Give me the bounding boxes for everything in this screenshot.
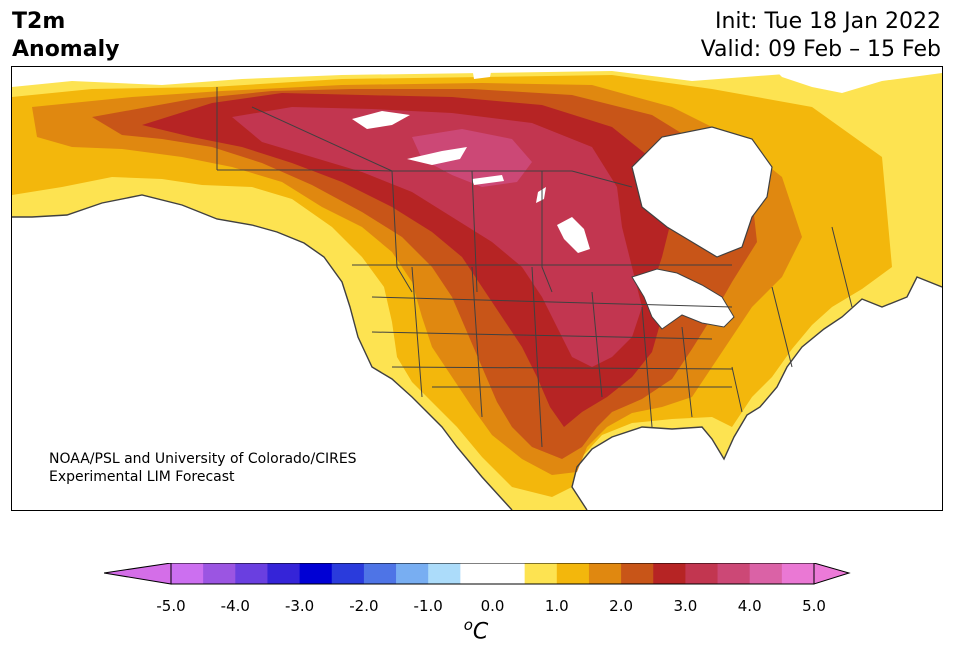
colorbar-bin bbox=[203, 563, 236, 584]
unit-superscript: o bbox=[463, 616, 473, 634]
coastline bbox=[12, 194, 942, 510]
colorbar-bin bbox=[556, 563, 590, 584]
unit-base: C bbox=[472, 619, 489, 645]
colorbar-bin bbox=[235, 563, 268, 584]
anomaly-band-4-0 bbox=[412, 129, 532, 187]
colorbar-tick-label: 1.0 bbox=[544, 597, 569, 615]
colorbar-frame bbox=[170, 563, 815, 585]
map-title-line1: T2m bbox=[12, 9, 66, 34]
colorbar bbox=[104, 563, 851, 585]
colorbar-tick-label: 2.0 bbox=[609, 597, 634, 615]
colorbar-tick-label: -2.0 bbox=[349, 597, 379, 615]
colorbar-bin bbox=[299, 563, 333, 584]
colorbar-over-arrow bbox=[813, 563, 851, 585]
colorbar-tick-label: 4.0 bbox=[737, 597, 762, 615]
great-lakes bbox=[631, 268, 735, 330]
colorbar-bin bbox=[460, 563, 493, 584]
colorbar-bin bbox=[363, 563, 397, 584]
colorbar-bin bbox=[396, 563, 429, 584]
lake-winnipeg bbox=[557, 217, 590, 253]
boundaries bbox=[216, 87, 853, 448]
colorbar-tick-label: -3.0 bbox=[284, 597, 315, 615]
colorbar-bin bbox=[524, 563, 558, 584]
anomaly-map bbox=[12, 67, 942, 510]
credit-line2: Experimental LIM Forecast bbox=[49, 469, 235, 485]
hudson-bay bbox=[631, 126, 773, 258]
colorbar-bin bbox=[171, 563, 204, 584]
map-panel bbox=[11, 66, 943, 511]
colorbar-bin bbox=[749, 563, 783, 584]
colorbar-bin bbox=[621, 563, 654, 584]
colorbar-bin bbox=[588, 563, 622, 584]
colorbar-under-arrow bbox=[104, 563, 172, 585]
colorbar-tick-label: -4.0 bbox=[220, 597, 250, 615]
map-title: T2m Anomaly bbox=[12, 8, 119, 64]
colorbar-bin bbox=[492, 563, 526, 584]
colorbar-tick-label: -5.0 bbox=[156, 597, 186, 615]
colorbar-unit: oC bbox=[464, 616, 489, 644]
reindeer-lake bbox=[472, 175, 504, 185]
colorbar-tick-label: 5.0 bbox=[802, 597, 826, 615]
colorbar-bin bbox=[653, 563, 686, 584]
forecast-dates: Init: Tue 18 Jan 2022 Valid: 09 Feb – 15… bbox=[701, 8, 941, 64]
great-slave-lake bbox=[352, 111, 410, 129]
colorbar-bin bbox=[685, 563, 719, 584]
init-date: Init: Tue 18 Jan 2022 bbox=[714, 9, 941, 34]
anomaly-band-3-5 bbox=[232, 107, 642, 367]
colorbar-tick-label: 3.0 bbox=[673, 597, 698, 615]
credit-line1: NOAA/PSL and University of Colorado/CIRE… bbox=[49, 451, 357, 467]
colorbar-tick-label: -1.0 bbox=[413, 597, 443, 615]
credit-text: NOAA/PSL and University of Colorado/CIRE… bbox=[49, 450, 357, 486]
colorbar-bin bbox=[428, 563, 461, 584]
valid-range: Valid: 09 Feb – 15 Feb bbox=[700, 37, 941, 62]
lake-athabasca bbox=[407, 147, 467, 165]
colorbar-bin bbox=[717, 563, 751, 584]
colorbar-bin bbox=[331, 563, 365, 584]
colorbar-bin bbox=[267, 563, 301, 584]
colorbar-tick-label: 0.0 bbox=[480, 597, 505, 615]
lake-manitoba bbox=[536, 187, 546, 203]
colorbar-bin bbox=[781, 563, 815, 584]
baffin-strait bbox=[772, 67, 942, 93]
map-title-line2: Anomaly bbox=[12, 37, 120, 62]
arctic-channel bbox=[472, 67, 492, 79]
